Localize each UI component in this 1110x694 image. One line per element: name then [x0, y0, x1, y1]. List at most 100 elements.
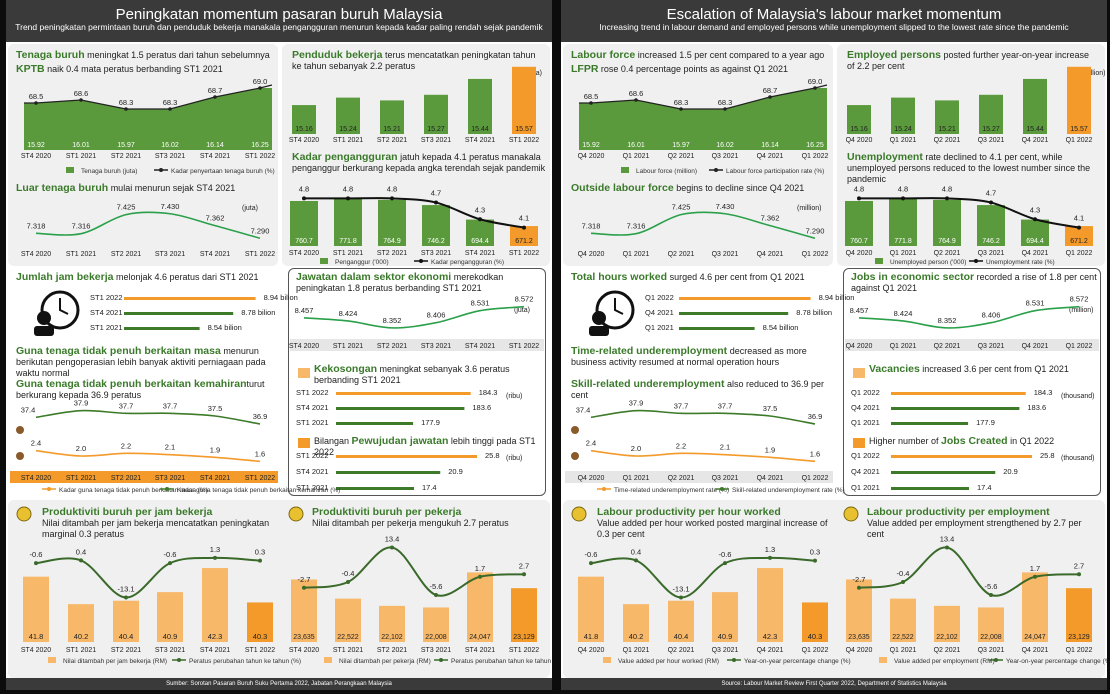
created-row-label: ST4 2021 — [296, 467, 329, 476]
building-icon — [298, 368, 310, 378]
prodh-change-line — [590, 556, 816, 599]
olf-tick-label: ST4 2021 — [200, 251, 230, 258]
prode-change-point — [857, 585, 861, 590]
prode-change-label: 1.7 — [475, 564, 485, 573]
olf-unit: (juta) — [242, 205, 258, 212]
prode-legend-2: Peratus perubahan tahun ke tahun (%) — [451, 658, 552, 665]
emp-bar — [336, 97, 360, 134]
prode-bar — [423, 607, 449, 642]
prodh-change-point — [723, 561, 727, 566]
prodh-value-label: 40.3 — [808, 632, 823, 641]
prodh-tick-label: Q2 2021 — [668, 647, 695, 654]
lf-tick-label: Q1 2022 — [802, 153, 829, 160]
unemp-legend-1: Unemployed person ('000) — [890, 259, 966, 266]
jobs-unit: (million) — [1069, 307, 1094, 314]
lf-legend-1-swatch — [66, 167, 74, 173]
lf-tick-label: Q4 2021 — [757, 153, 784, 160]
prode-bar — [511, 588, 537, 642]
prodh-value-label: 40.9 — [163, 632, 178, 641]
prodh-tick-label: ST1 2021 — [66, 647, 96, 654]
jobs-tick-label: Q4 2020 — [846, 343, 873, 350]
lfpr-label: 69.0 — [808, 77, 823, 86]
clock-icon-hands — [59, 298, 69, 315]
prodh-value-label: 41.8 — [584, 632, 599, 641]
unemp-rate-label: 4.8 — [942, 184, 952, 193]
olf-label: 7.290 — [251, 226, 270, 235]
olf-label: 7.290 — [806, 226, 825, 235]
prode-change-point — [1077, 572, 1081, 577]
lfpr-point — [679, 107, 683, 111]
prodh-value-label: 40.9 — [718, 632, 733, 641]
suitcase-icon — [853, 438, 865, 448]
prode-legend-2-swatch-dot — [994, 658, 998, 662]
lfpr-line — [24, 84, 273, 110]
prodh-bar — [157, 592, 183, 642]
section-employment — [837, 44, 1105, 266]
lf-legend-2: Labour force participation rate (%) — [726, 168, 824, 175]
jobs-label: 8.352 — [938, 316, 957, 325]
emp-value-label: 15.16 — [850, 126, 868, 133]
created-row-label: ST1 2021 — [296, 483, 329, 492]
hours-row-label: Q4 2021 — [645, 308, 674, 317]
lf-tick-label: ST3 2021 — [155, 153, 185, 160]
jobs-unit: (juta) — [514, 307, 530, 314]
lf-legend-2-swatch-dot — [714, 168, 718, 172]
emp-tick-label: Q1 2021 — [890, 137, 917, 144]
prode-title: Labour productivity per employment Value … — [867, 506, 1082, 540]
olf-tick-label: ST3 2021 — [155, 251, 185, 258]
prode-change-label: -5.6 — [985, 582, 998, 591]
prode-legend-1-swatch — [879, 657, 887, 663]
lf-tick-label: ST4 2021 — [200, 153, 230, 160]
prode-tick-label: ST4 2020 — [289, 647, 319, 654]
olf-label: 7.362 — [761, 214, 780, 223]
unemp-tick-label: ST2 2021 — [377, 250, 407, 257]
vac-row-value: 183.6 — [1027, 403, 1046, 412]
olf-tick-label: Q1 2021 — [623, 251, 650, 258]
created-row-value: 25.8 — [485, 451, 500, 460]
jobs-tick-label: ST3 2021 — [421, 343, 451, 350]
skill-under-label: 36.9 — [808, 412, 823, 421]
vac-bar — [891, 422, 969, 425]
worker-icon-body — [589, 326, 609, 336]
lfpr-title: KPTB naik 0.4 mata peratus berbanding ST… — [16, 63, 223, 75]
lf-legend-1-swatch — [621, 167, 629, 173]
unemp-bar — [510, 226, 538, 246]
prode-value-label: 23,635 — [848, 634, 870, 641]
created-row-label: ST1 2022 — [296, 451, 329, 460]
emp-bar — [380, 100, 404, 134]
prodh-bar — [757, 568, 783, 642]
prodh-bar — [578, 576, 604, 642]
lfpr-point — [634, 98, 638, 102]
unemp-value-label: 760.7 — [295, 238, 313, 245]
lfpr-point — [168, 107, 172, 111]
unemp-rate-point — [390, 196, 394, 201]
created-row-value: 25.8 — [1040, 451, 1055, 460]
worker-skill-icon — [16, 426, 24, 434]
unemp-rate-line — [303, 197, 525, 229]
prode-value-label: 22,102 — [936, 634, 958, 641]
emp-bar — [292, 105, 316, 134]
lfpr-label: 68.6 — [74, 89, 89, 98]
vac-bar — [891, 392, 1026, 395]
unemp-value-label: 760.7 — [850, 238, 868, 245]
created-title: Bilangan Pewujudan jawatan lebih tinggi … — [314, 435, 536, 458]
lf-value-label: 16.02 — [716, 142, 734, 149]
gear-icon-2 — [843, 506, 859, 522]
jobs-axis-band — [290, 339, 544, 351]
vac-unit: (thousand) — [1061, 393, 1094, 400]
prode-change-point — [434, 593, 438, 597]
hours-bar — [124, 297, 256, 300]
olf-tick-label: ST1 2021 — [66, 251, 96, 258]
lf-value-label: 16.25 — [806, 142, 824, 149]
prodh-legend-2-swatch-dot — [177, 658, 181, 662]
olf-line — [35, 211, 261, 240]
prodh-value-label: 41.8 — [29, 632, 44, 641]
created-unit: (thousand) — [1061, 455, 1094, 462]
unemp-legend-1: Penganggur ('000) — [335, 259, 389, 266]
unemp-legend-2-swatch-dot — [419, 259, 423, 263]
skill-under-label: 37.5 — [208, 404, 223, 413]
prode-bar — [978, 607, 1004, 642]
prodh-change-point — [79, 558, 83, 563]
prode-tick-label: Q4 2020 — [846, 647, 873, 654]
emp-value-label: 15.27 — [982, 126, 1000, 133]
